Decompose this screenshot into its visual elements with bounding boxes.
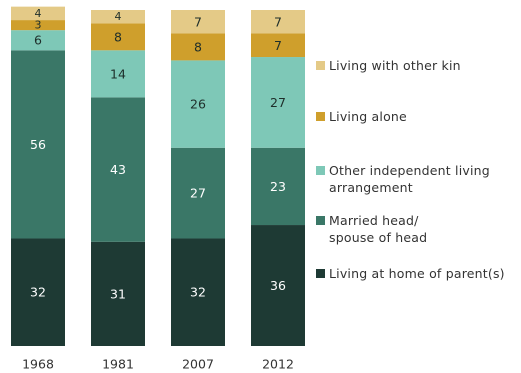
bar-segment xyxy=(11,50,65,239)
legend-swatch-home-of-parents xyxy=(316,269,325,278)
data-label: 27 xyxy=(270,95,286,110)
bar-segment xyxy=(171,60,225,148)
x-tick-label: 2012 xyxy=(262,357,294,372)
data-label: 36 xyxy=(270,278,286,293)
data-label: 32 xyxy=(190,285,206,300)
data-label: 27 xyxy=(190,186,206,201)
legend-label-other-independent: Other independent living arrangement xyxy=(329,163,490,195)
legend: Living with other kin Living alone Other… xyxy=(316,0,521,373)
legend-item-married-head: Married head/ spouse of head xyxy=(316,212,427,246)
legend-swatch-other-kin xyxy=(316,61,325,70)
legend-item-living-alone: Living alone xyxy=(316,108,407,125)
data-label: 8 xyxy=(194,39,202,54)
data-label: 43 xyxy=(110,162,126,177)
legend-label-home-of-parents: Living at home of parent(s) xyxy=(329,266,505,281)
bar-segment xyxy=(91,10,145,24)
data-label: 31 xyxy=(110,286,126,301)
bar-segment xyxy=(171,33,225,61)
legend-swatch-married-head xyxy=(316,216,325,225)
bar-segment xyxy=(171,147,225,239)
data-label: 7 xyxy=(274,38,282,53)
data-label: 32 xyxy=(30,285,46,300)
legend-label-other-kin: Living with other kin xyxy=(329,58,461,73)
bar-segment xyxy=(251,57,305,148)
data-label: 14 xyxy=(110,66,126,81)
bar-segment xyxy=(171,10,225,34)
x-tick-label: 1981 xyxy=(102,357,134,372)
bar-segment xyxy=(171,238,225,346)
x-tick-label: 2007 xyxy=(182,357,214,372)
data-label: 4 xyxy=(115,10,122,23)
bar-segment xyxy=(11,20,65,31)
data-label: 26 xyxy=(190,97,206,112)
data-label: 7 xyxy=(194,14,202,29)
data-label: 56 xyxy=(30,137,46,152)
x-tick-label: 1968 xyxy=(22,357,54,372)
data-label: 23 xyxy=(270,179,286,194)
bar-segment xyxy=(251,147,305,226)
bar-segment xyxy=(11,30,65,51)
bar-segment xyxy=(251,33,305,58)
bar-segment xyxy=(91,241,145,346)
bar-segment xyxy=(91,23,145,51)
legend-swatch-other-independent xyxy=(316,166,325,175)
legend-label-married-head: Married head/ spouse of head xyxy=(329,213,428,245)
bar-segment xyxy=(91,50,145,98)
legend-swatch-living-alone xyxy=(316,112,325,121)
bar-segment xyxy=(251,225,305,346)
data-label: 4 xyxy=(35,7,42,20)
data-label: 3 xyxy=(35,19,42,32)
legend-item-other-independent: Other independent living arrangement xyxy=(316,162,490,196)
legend-item-home-of-parents: Living at home of parent(s) xyxy=(316,265,505,282)
legend-item-other-kin: Living with other kin xyxy=(316,57,461,74)
bar-segment xyxy=(91,97,145,242)
legend-label-living-alone: Living alone xyxy=(329,109,407,124)
data-label: 6 xyxy=(34,33,42,48)
bar-segment xyxy=(11,238,65,346)
bar-segment xyxy=(251,10,305,34)
data-label: 7 xyxy=(274,14,282,29)
data-label: 8 xyxy=(114,29,122,44)
bar-segment xyxy=(11,6,65,21)
